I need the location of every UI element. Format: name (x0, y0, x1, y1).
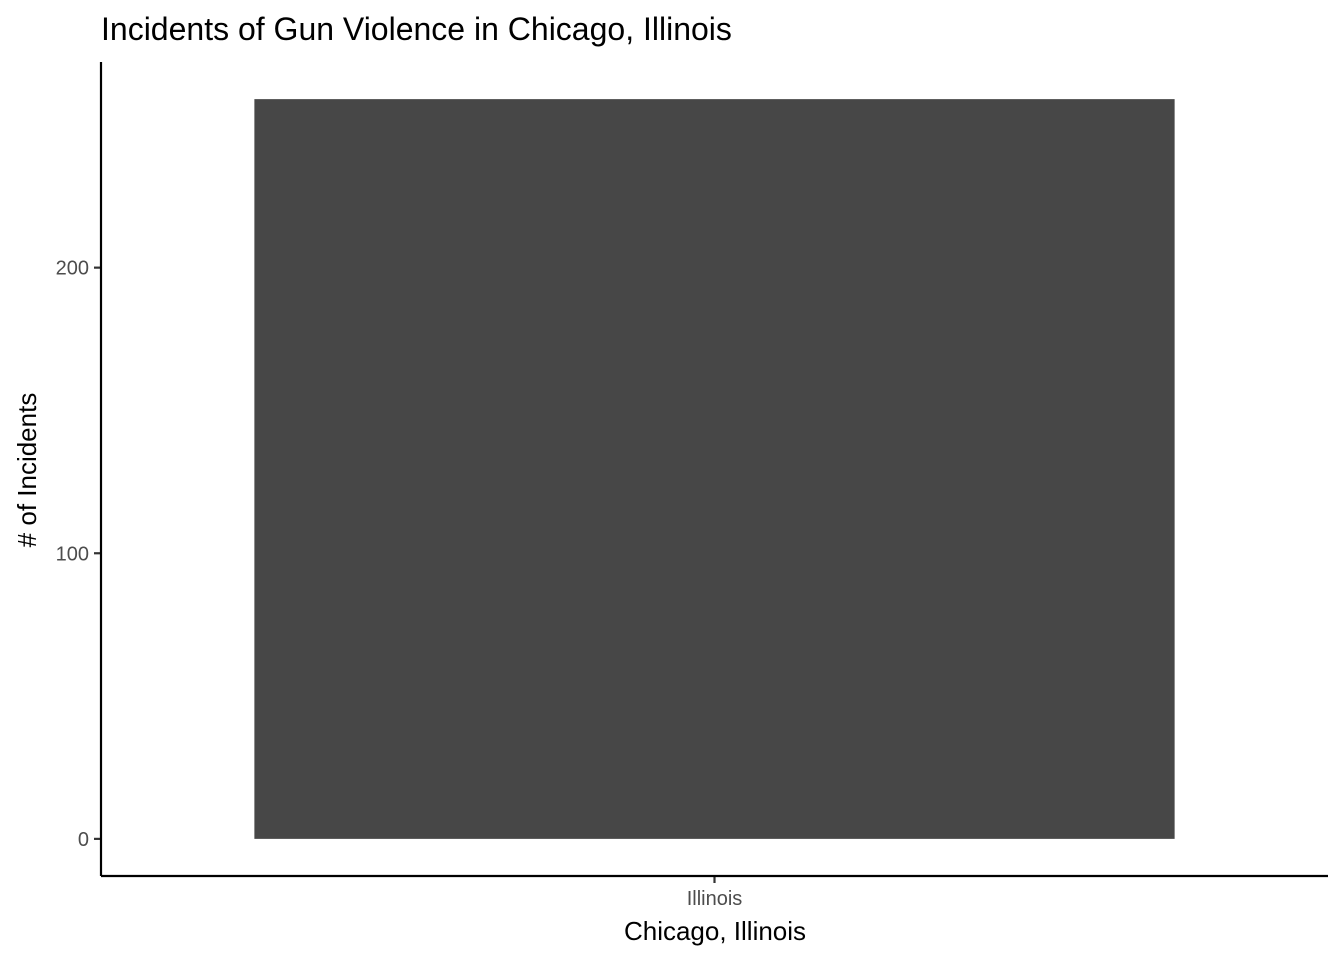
y-tick-label: 0 (78, 829, 89, 851)
bar-illinois (254, 99, 1175, 839)
y-tick-label: 100 (56, 543, 89, 565)
y-tick-label: 200 (56, 258, 89, 280)
x-tick-label: Illinois (687, 888, 743, 910)
x-axis-ticks: Illinois (687, 876, 743, 910)
chart-title: Incidents of Gun Violence in Chicago, Il… (101, 11, 732, 47)
x-axis-title: Chicago, Illinois (624, 916, 806, 946)
bars-group (254, 99, 1175, 839)
y-axis-title: # of Incidents (12, 393, 42, 548)
y-axis-ticks: 0 100 200 (56, 258, 101, 851)
